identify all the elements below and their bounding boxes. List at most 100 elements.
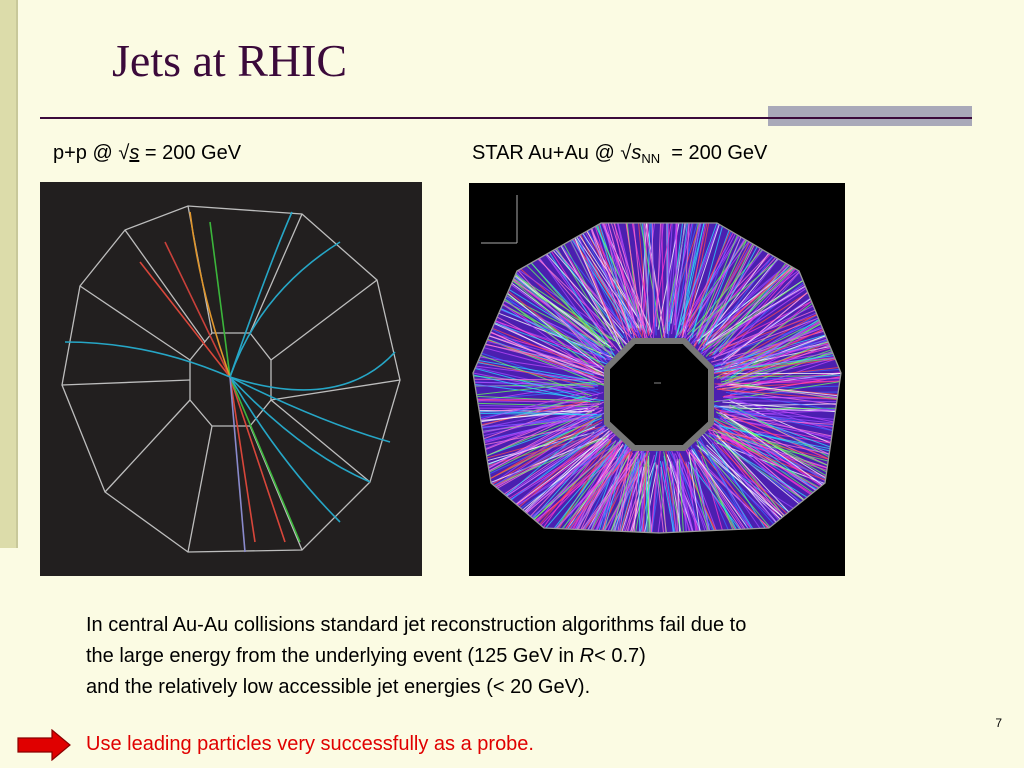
particle-track bbox=[499, 223, 615, 340]
particle-track bbox=[576, 447, 629, 533]
particle-track bbox=[602, 223, 641, 332]
particle-track bbox=[659, 460, 691, 533]
particle-track bbox=[728, 383, 841, 405]
particle-track bbox=[701, 223, 790, 352]
particle-track bbox=[650, 223, 655, 323]
particle-track bbox=[708, 434, 805, 533]
particle-track bbox=[532, 446, 617, 533]
particle-track bbox=[716, 437, 841, 502]
caption-pp-s: s bbox=[129, 142, 140, 164]
particle-track bbox=[668, 223, 693, 332]
particle-track bbox=[473, 412, 595, 416]
particle-track bbox=[542, 223, 624, 343]
particle-track bbox=[698, 223, 782, 343]
particle-track bbox=[678, 451, 729, 533]
particle-track bbox=[546, 223, 637, 329]
particle-track bbox=[724, 396, 841, 445]
particle-track bbox=[711, 443, 812, 533]
particle-track bbox=[730, 289, 841, 378]
particle-track bbox=[670, 461, 675, 533]
pp-event-svg bbox=[61, 205, 401, 553]
particle-track bbox=[489, 421, 611, 505]
particle-track bbox=[726, 384, 841, 404]
particle-track bbox=[641, 465, 659, 533]
particle-track bbox=[710, 304, 841, 367]
particle-track bbox=[716, 388, 841, 406]
caption-auau-sub: NN bbox=[641, 151, 661, 166]
particle-track bbox=[667, 223, 707, 326]
particle-track bbox=[583, 223, 631, 338]
particle-track bbox=[642, 223, 653, 326]
particle-track bbox=[723, 413, 841, 525]
particle-track bbox=[473, 438, 609, 533]
particle-track bbox=[505, 450, 629, 533]
particle-track bbox=[691, 223, 743, 339]
particle-track bbox=[656, 464, 680, 533]
particle-track bbox=[695, 439, 831, 533]
particle-track bbox=[660, 223, 664, 327]
particle-track bbox=[582, 223, 642, 325]
particle-track bbox=[695, 438, 759, 533]
particle-track bbox=[567, 446, 629, 533]
particle-track bbox=[713, 369, 841, 403]
title-accent-bar bbox=[768, 106, 972, 126]
particle-track bbox=[473, 352, 595, 401]
particle-track bbox=[473, 406, 599, 504]
particle-track bbox=[666, 223, 669, 340]
particle-track bbox=[617, 223, 643, 331]
particle-track bbox=[726, 384, 841, 390]
particle-track bbox=[682, 223, 692, 338]
particle-track bbox=[700, 455, 738, 533]
particle-track bbox=[668, 466, 716, 533]
particle-track bbox=[711, 418, 841, 527]
particle-track bbox=[725, 391, 841, 423]
particle-track bbox=[554, 450, 614, 533]
left-decor-bar bbox=[0, 0, 18, 548]
particle-track bbox=[473, 322, 605, 385]
page-number: 7 bbox=[995, 716, 1002, 730]
particle-track bbox=[524, 464, 635, 533]
particle-track bbox=[619, 452, 650, 533]
particle-track bbox=[669, 467, 687, 533]
particle-track bbox=[591, 463, 639, 533]
caption-auau-suffix: = 200 GeV bbox=[660, 142, 768, 164]
particle-track bbox=[716, 333, 841, 365]
particle-track bbox=[674, 223, 716, 340]
particle-track bbox=[627, 465, 658, 533]
particle-track bbox=[721, 253, 841, 360]
particle-track bbox=[662, 461, 694, 533]
particle-track bbox=[473, 398, 589, 401]
body-line-2: the large energy from the underlying eve… bbox=[86, 641, 746, 672]
particle-track bbox=[715, 340, 841, 388]
particle-track bbox=[647, 223, 656, 327]
particle-track bbox=[473, 407, 595, 410]
particle-track bbox=[717, 336, 841, 386]
particle-track bbox=[712, 406, 841, 415]
particle-track bbox=[645, 458, 669, 533]
particle-track bbox=[611, 454, 655, 533]
particle-track bbox=[706, 451, 775, 533]
particle-track bbox=[587, 223, 636, 331]
particle-track bbox=[719, 417, 834, 495]
particle-track bbox=[667, 223, 670, 322]
particle-track bbox=[473, 346, 594, 388]
particle-track bbox=[582, 452, 638, 533]
particle-track bbox=[700, 430, 841, 533]
particle-track bbox=[701, 445, 824, 533]
particle-track bbox=[611, 457, 648, 533]
particle-track bbox=[473, 383, 596, 389]
particle-track bbox=[677, 465, 717, 533]
body-line-2-r: R bbox=[579, 645, 595, 667]
particle-track bbox=[641, 469, 658, 533]
particle-track bbox=[713, 290, 841, 374]
body-line-1: In central Au-Au collisions standard jet… bbox=[86, 614, 747, 636]
particle-track bbox=[698, 440, 801, 533]
particle-track bbox=[671, 450, 734, 533]
particle-track bbox=[473, 437, 612, 533]
particle-track bbox=[473, 325, 595, 376]
particle-track bbox=[641, 223, 650, 331]
caption-pp: p+p @ √s = 200 GeV bbox=[53, 142, 241, 165]
particle-track bbox=[473, 394, 601, 403]
particle-track bbox=[473, 327, 601, 368]
particle-track bbox=[473, 403, 592, 409]
